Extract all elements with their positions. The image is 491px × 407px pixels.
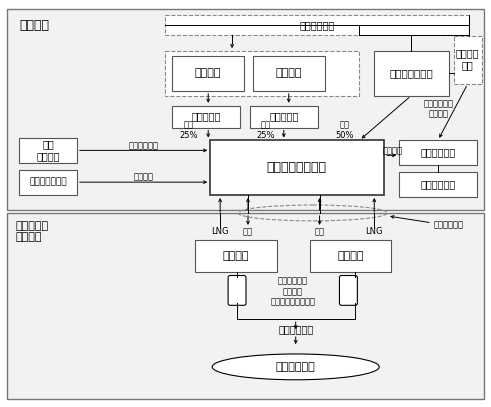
Text: フリーポート社: フリーポート社 [29, 177, 67, 187]
Bar [7, 9, 484, 210]
Text: 液化事業: 液化事業 [19, 19, 49, 32]
Bar [374, 51, 449, 96]
Ellipse shape [212, 354, 379, 380]
Bar [7, 213, 484, 399]
Bar [310, 240, 391, 271]
Bar [250, 106, 318, 127]
Text: 第１系列液化会社: 第１系列液化会社 [267, 161, 327, 174]
Bar [399, 172, 477, 197]
Text: 出資
50%: 出資 50% [335, 121, 354, 140]
Bar [210, 140, 384, 195]
Text: フリーポート社: フリーポート社 [389, 68, 433, 78]
Text: 液化加工契約: 液化加工契約 [434, 220, 464, 230]
Text: 国際協力銀行: 国際協力銀行 [420, 179, 456, 189]
Text: 米国子会社: 米国子会社 [269, 112, 299, 122]
Bar [172, 106, 240, 127]
Text: 大阪ガス: 大阪ガス [223, 251, 249, 260]
Text: 融資契約: 融資契約 [382, 146, 402, 155]
Bar [195, 240, 277, 271]
Text: 海外投資保険: 海外投資保険 [300, 20, 335, 30]
Bar [253, 56, 325, 91]
FancyBboxPatch shape [339, 276, 357, 305]
FancyBboxPatch shape [228, 276, 246, 305]
Bar [165, 15, 469, 35]
Text: （ご参考）
液化委託: （ご参考） 液化委託 [15, 221, 49, 243]
Text: 中部電力: 中部電力 [275, 68, 302, 78]
Text: 操業契約: 操業契約 [134, 173, 154, 182]
Text: ガス: ガス [315, 227, 325, 236]
Text: 大阪ガス: 大阪ガス [195, 68, 221, 78]
Text: パイプライン
使用契約
（ガルフサウス社）: パイプライン 使用契約 （ガルフサウス社） [270, 276, 315, 306]
Bar [172, 56, 244, 91]
Bar [165, 51, 359, 96]
Text: 出資
25%: 出資 25% [257, 121, 275, 140]
Bar [19, 138, 77, 163]
Text: LNG: LNG [365, 227, 383, 236]
Text: LNG: LNG [212, 227, 229, 236]
Text: 日本貿易
保険: 日本貿易 保険 [456, 48, 480, 70]
Text: 米国子会社: 米国子会社 [191, 112, 221, 122]
Text: ガス: ガス [243, 227, 253, 236]
Text: 建設
請負会社: 建設 請負会社 [36, 140, 60, 161]
Text: 出資
25%: 出資 25% [179, 121, 197, 140]
Text: 北米ガス市場: 北米ガス市場 [276, 362, 316, 372]
Bar [454, 36, 482, 84]
Text: 建設請負契約: 建設請負契約 [129, 141, 159, 150]
Text: 海外事業資金
貸付保険: 海外事業資金 貸付保険 [424, 99, 454, 118]
Bar [399, 140, 477, 165]
Bar [19, 170, 77, 195]
Text: 原料ガス調達: 原料ガス調達 [278, 324, 313, 334]
Text: 中部電力: 中部電力 [337, 251, 364, 260]
Text: 民間金融機関: 民間金融機関 [420, 147, 456, 158]
